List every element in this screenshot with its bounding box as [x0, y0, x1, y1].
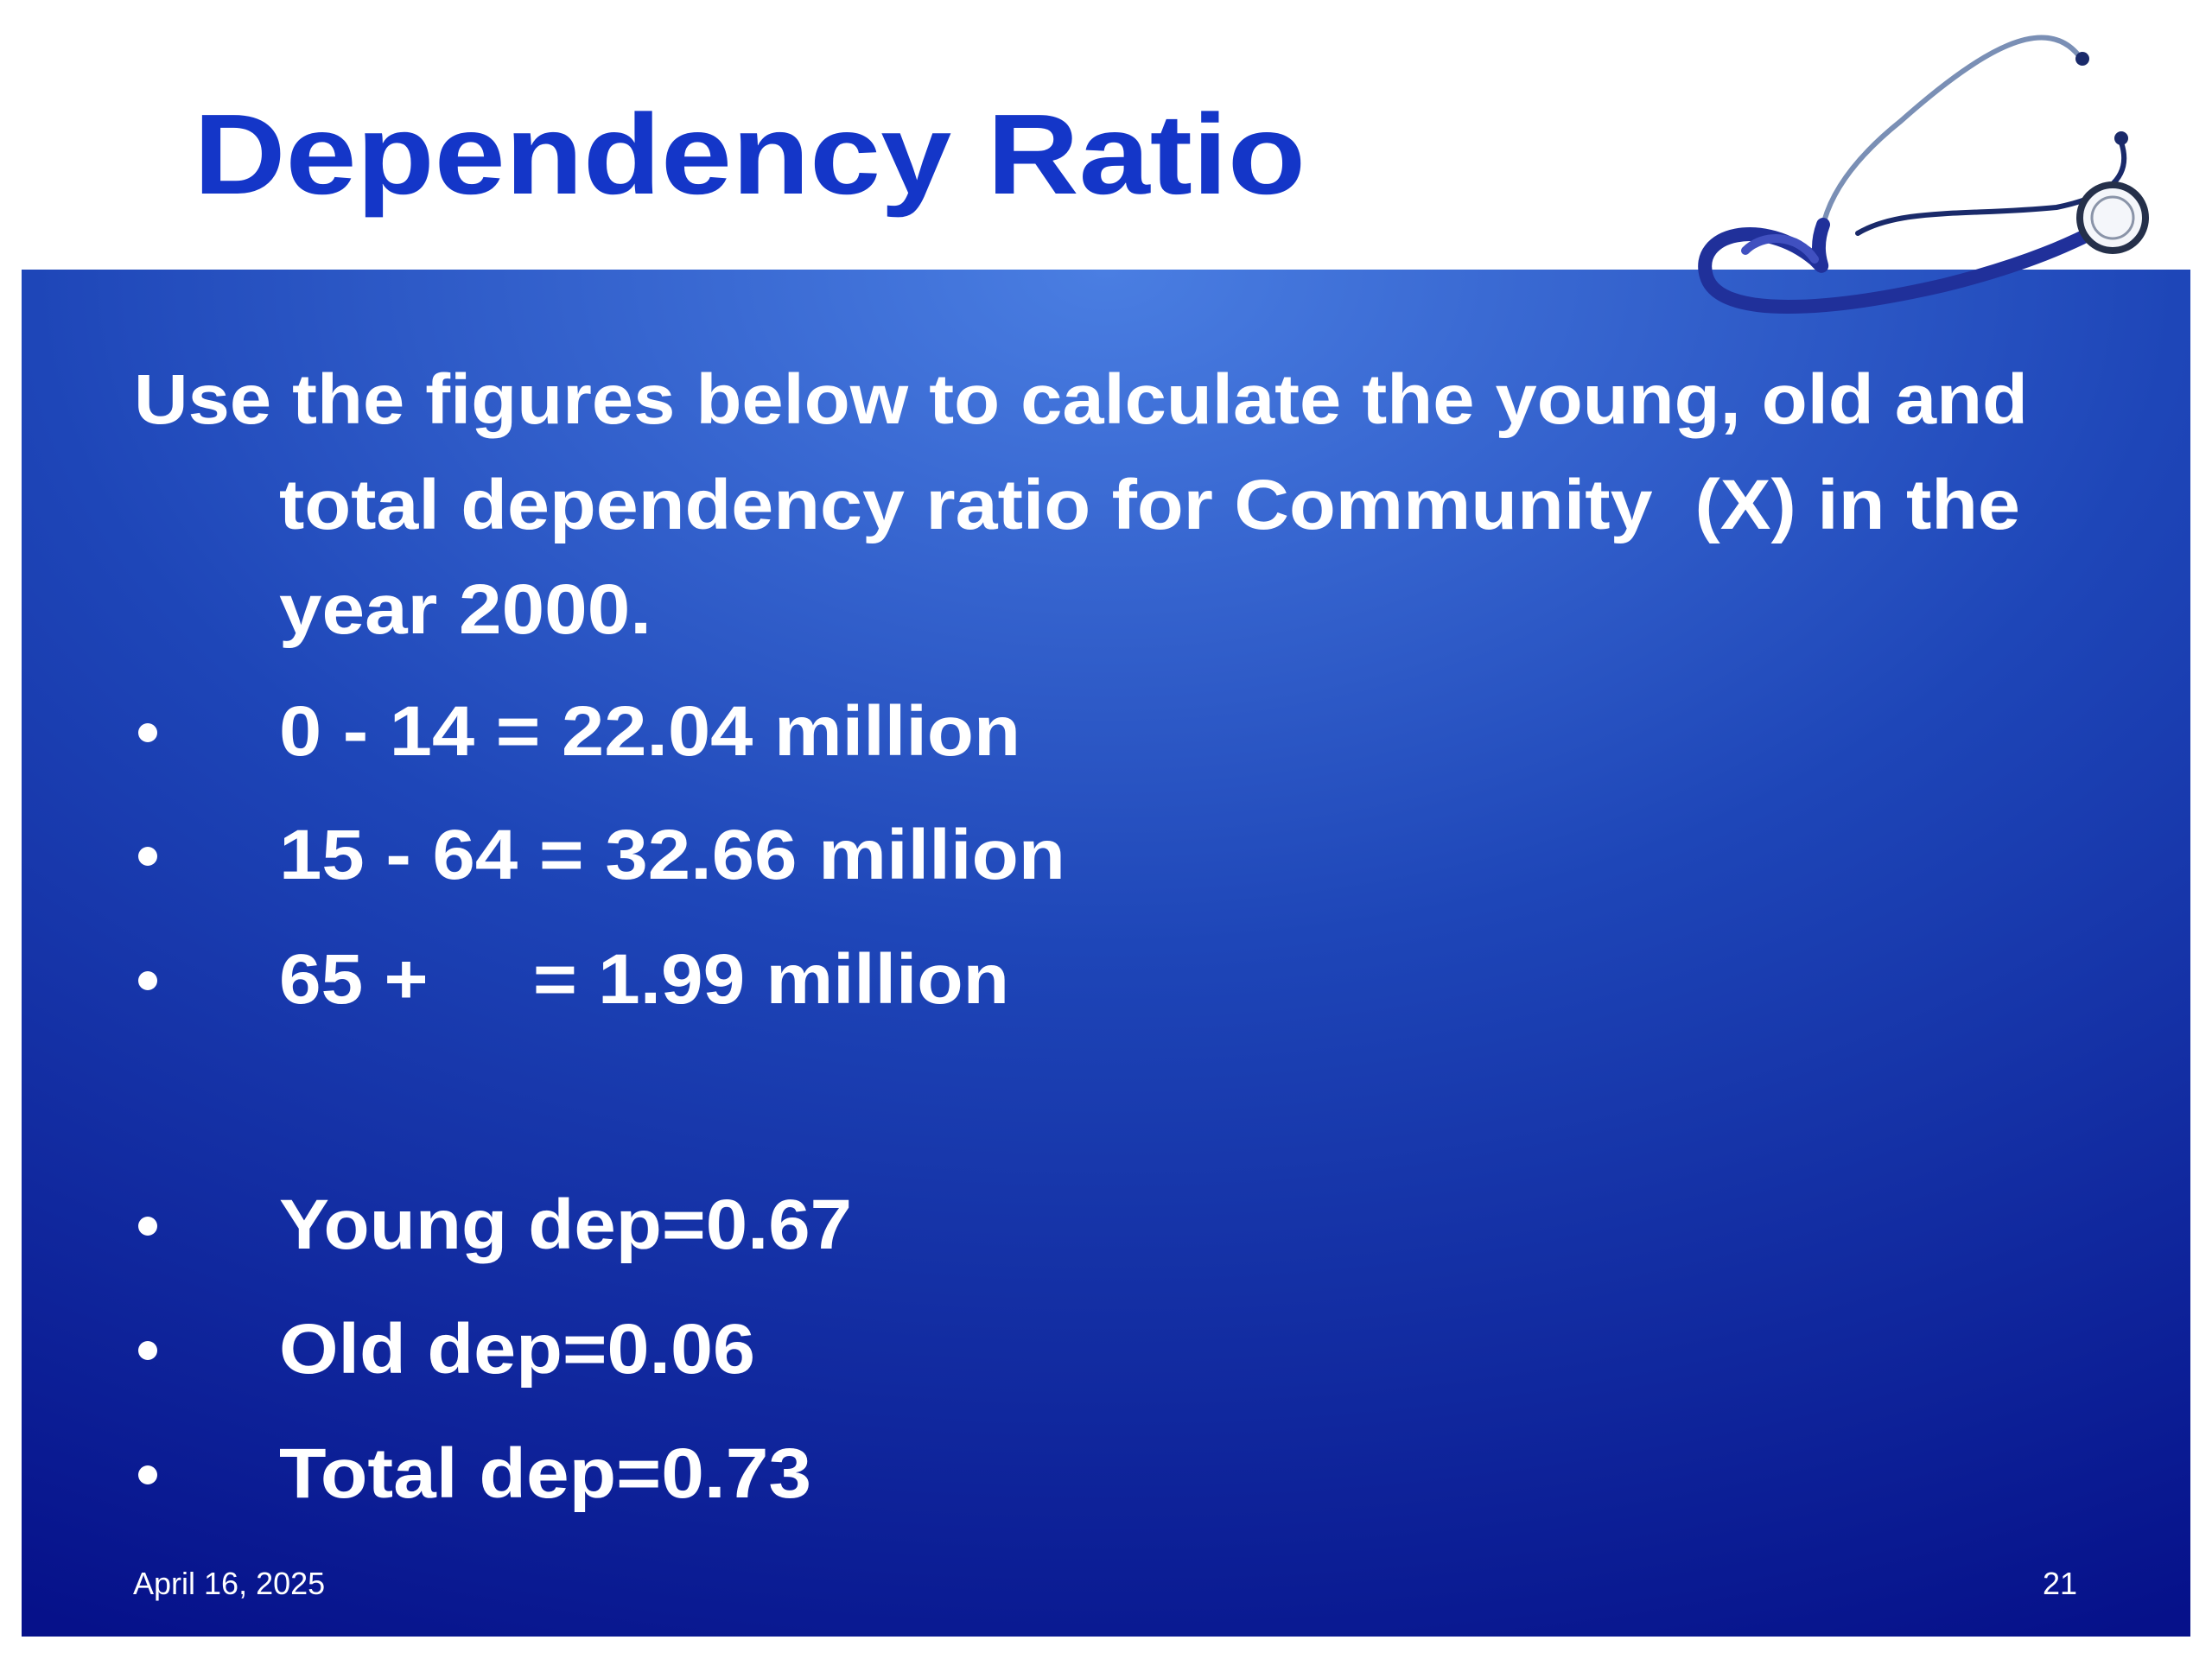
bullet [138, 1465, 157, 1484]
bullet [138, 1341, 157, 1360]
content-panel [22, 270, 2190, 1637]
answer-item: Total dep=0.73 [279, 1434, 811, 1513]
figure-item: 0 - 14 = 22.04 million [279, 692, 1020, 771]
page-number: 21 [2043, 1566, 2077, 1601]
answer-item: Young dep=0.67 [279, 1185, 852, 1264]
footer-date: April 16, 2025 [133, 1566, 325, 1601]
answer-item: Old dep=0.06 [279, 1310, 755, 1389]
figure-item: 15 - 64 = 32.66 million [279, 816, 1065, 894]
bullet [138, 723, 157, 742]
figure-item: 65 + = 1.99 million [279, 940, 1009, 1019]
intro-line: total dependency ratio for Community (X)… [279, 466, 2020, 544]
intro-line: Use the figures below to calculate the y… [134, 360, 2028, 439]
bullet [138, 847, 157, 866]
bullet [138, 1217, 157, 1236]
intro-line: year 2000. [279, 570, 652, 649]
slide-title: Dependency Ratio [194, 91, 1306, 218]
bullet [138, 971, 157, 990]
stethoscope-icon [1698, 35, 2149, 314]
